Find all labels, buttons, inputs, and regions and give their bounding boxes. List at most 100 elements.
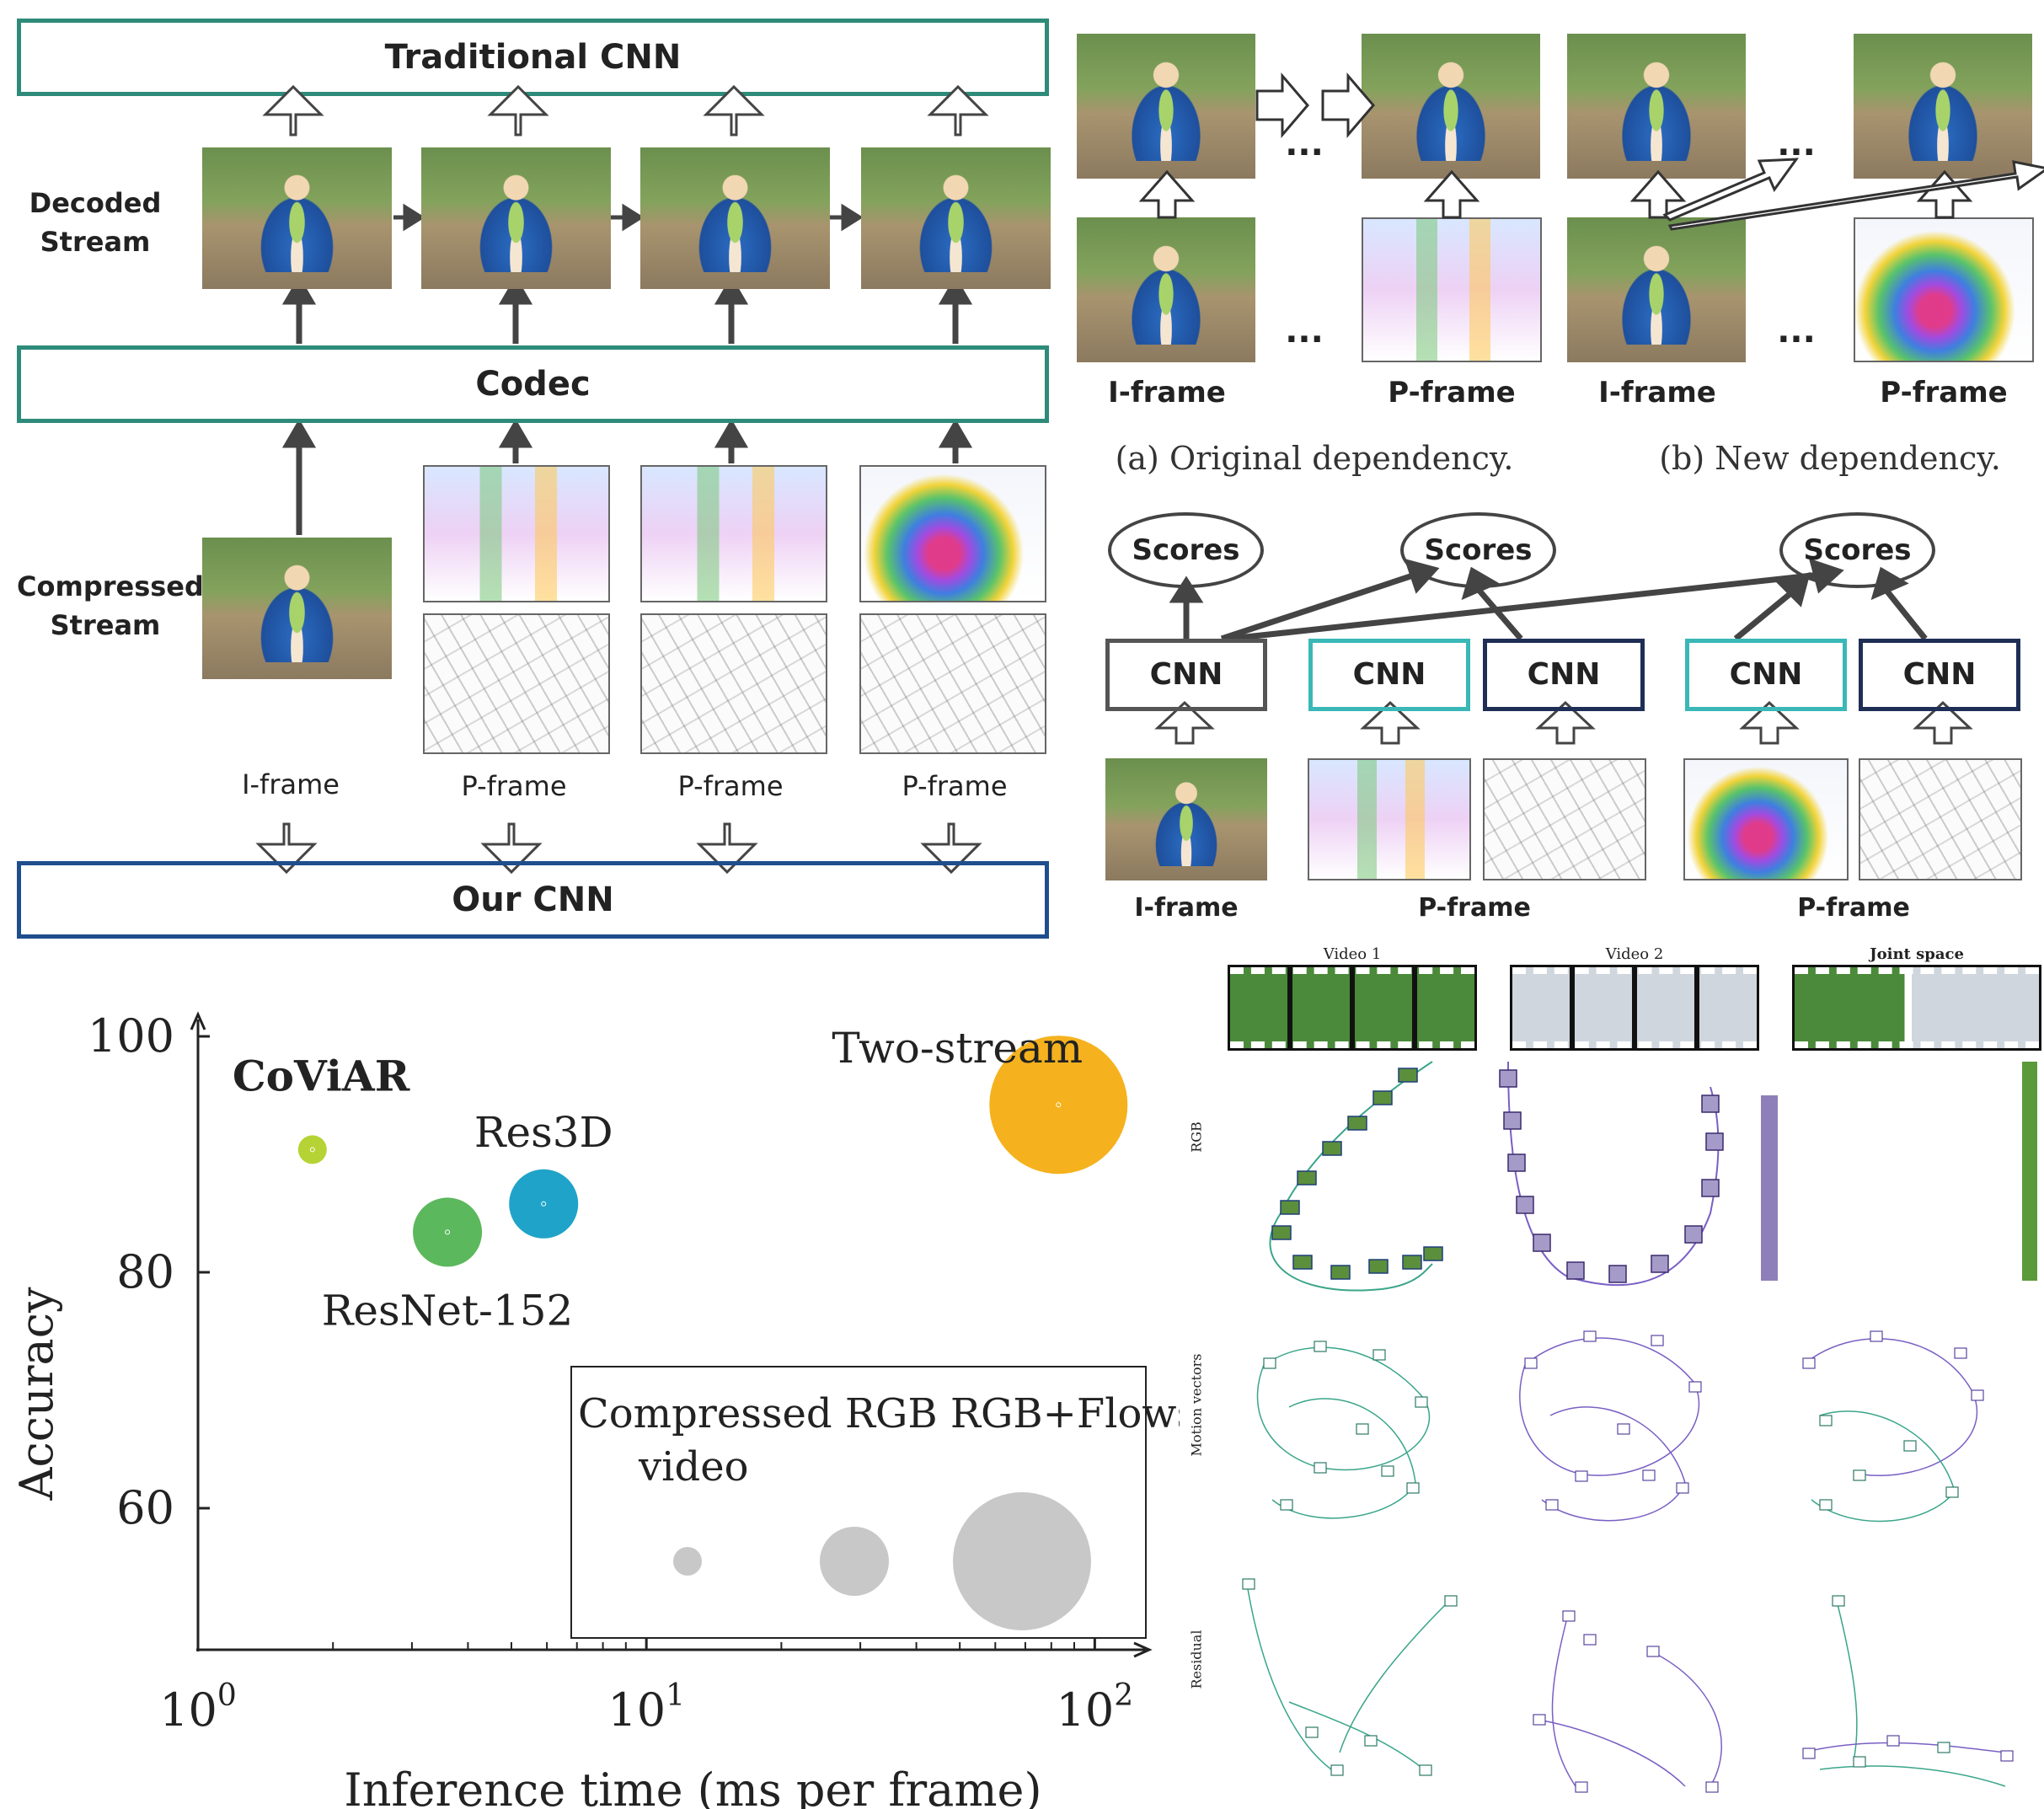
y-tick-label: 80 <box>116 1245 174 1298</box>
c-i-frame <box>1105 758 1267 880</box>
new-top-i-frame <box>1567 34 1746 179</box>
decoded-label-line-2: Stream <box>40 226 151 258</box>
frame-label-p3: P-frame <box>902 770 1008 802</box>
point-label: Two-stream <box>832 1024 1083 1073</box>
y-tick-label: 100 <box>88 1009 174 1062</box>
point-center <box>445 1229 451 1235</box>
scores-ellipse-2: Scores <box>1400 512 1556 588</box>
row-label-motion-vectors: Motion vectors <box>1188 1353 1205 1457</box>
rgb-video1-trajectory <box>1269 1061 1433 1292</box>
hollow-right-arrow <box>1321 72 1375 139</box>
y-axis-arrowhead <box>190 1011 206 1030</box>
point-center <box>541 1201 547 1207</box>
frame-label-i: I-frame <box>242 768 340 800</box>
compressed-stream-label: Compressed Stream <box>17 567 204 645</box>
rgb-joint-right-strip <box>2022 1062 2037 1281</box>
caption-new-dependency: (b) New dependency. <box>1659 440 2001 477</box>
c-label-p-frame-2: P-frame <box>1797 893 1910 923</box>
caption-original-dependency: (a) Original dependency. <box>1115 440 1514 477</box>
decoded-frame-4 <box>861 147 1051 289</box>
point-two-stream <box>989 1036 1128 1175</box>
panel-d-chart: 60 80 100 100 101 102 Inference time (ms per f… <box>0 969 1180 1809</box>
frame-label-p2: P-frame <box>677 770 784 802</box>
c-mv-2 <box>1683 758 1849 880</box>
cnn-box-navy-2: CNN <box>1859 639 2020 711</box>
cnn-box-navy-1: CNN <box>1483 639 1645 711</box>
hollow-up-arrow <box>1535 700 1596 745</box>
hollow-up-arrow <box>927 84 989 136</box>
orig-mv-residual <box>1362 217 1542 362</box>
point-resnet-152 <box>413 1197 483 1267</box>
residual-row <box>1246 1583 2006 1787</box>
hollow-up-arrow <box>1916 169 1973 219</box>
orig-bottom-i-frame <box>1077 217 1255 362</box>
c-res-1 <box>1483 758 1646 880</box>
point-label: CoViAR <box>233 1051 410 1100</box>
new-bottom-i-frame <box>1567 217 1746 362</box>
c-mv-1 <box>1308 758 1471 880</box>
hollow-up-arrow <box>1138 169 1196 219</box>
decoded-label-line-1: Decoded <box>29 187 162 219</box>
col-title-video-2: Video 2 <box>1605 945 1664 963</box>
residual-3 <box>859 613 1046 754</box>
dots-new-top: ... <box>1777 125 1816 163</box>
hollow-down-arrow <box>920 822 982 875</box>
accuracy-vs-time-chart: 60 80 100 100 101 102 Inference time (ms per f… <box>10 1009 1180 1809</box>
b-label-i-frame-2: I-frame <box>1598 376 1716 409</box>
residual-thumbs <box>1242 1578 2014 1793</box>
point-center <box>1056 1102 1062 1108</box>
chart-axes: 60 80 100 100 101 102 Inference time (ms per f… <box>10 1009 1153 1809</box>
decoded-frame-1 <box>202 147 392 289</box>
hollow-down-arrow <box>696 822 758 875</box>
motion-vector-2 <box>640 465 827 602</box>
dots-new-bottom: ... <box>1777 312 1816 351</box>
hollow-up-arrow <box>1423 169 1480 219</box>
compressed-i-frame <box>202 538 392 679</box>
chart-legend: Compressed RGB RGB+Flows video <box>570 1366 1180 1639</box>
filmstrip-video-1 <box>1228 965 1477 1051</box>
our-cnn-box: Our CNN <box>17 861 1049 939</box>
hollow-up-arrow <box>262 84 324 136</box>
hollow-up-arrow <box>703 84 765 136</box>
mv-thumbs <box>1263 1330 1984 1511</box>
hollow-down-arrow <box>480 822 543 875</box>
panel-c-scores: Scores Scores Scores CNN CNN CNN CNN CNN… <box>1095 506 2044 935</box>
point-label: ResNet-152 <box>322 1286 574 1335</box>
codec-box: Codec <box>17 345 1049 423</box>
hollow-up-arrow <box>487 84 549 136</box>
traditional-cnn-box: Traditional CNN <box>17 19 1049 96</box>
hollow-diagonal-arrow <box>1667 160 2044 231</box>
point-label: Res3D <box>474 1108 613 1157</box>
panel-a-arrows <box>255 84 989 875</box>
dots-orig-top: ... <box>1285 125 1324 163</box>
panel-e-embeddings: Video 1 Video 2 Joint space RGB Motion v… <box>1180 944 2044 1809</box>
compressed-label-line-1: Compressed <box>17 570 204 602</box>
c-label-i-frame: I-frame <box>1134 893 1239 923</box>
rgb-video2-trajectory <box>1507 1061 1720 1287</box>
point-center <box>309 1147 315 1153</box>
decoded-frame-3 <box>640 147 830 289</box>
legend-marker-rgb <box>820 1527 889 1596</box>
dots-orig-bottom: ... <box>1285 312 1324 351</box>
hollow-up-arrow <box>1739 700 1800 745</box>
y-tick-label: 60 <box>116 1481 174 1534</box>
b-label-p-frame-2: P-frame <box>1880 376 2008 409</box>
legend-text-line-2: video <box>638 1443 749 1491</box>
cnn-box-gray: CNN <box>1105 639 1267 711</box>
hollow-up-arrow <box>1360 700 1421 745</box>
hollow-right-arrow <box>1255 72 1309 139</box>
decoded-frame-2 <box>421 147 611 289</box>
rgb-video1-thumbs <box>1271 1068 1443 1280</box>
row-label-residual: Residual <box>1188 1630 1205 1689</box>
residual-2 <box>640 613 827 754</box>
orig-top-i-frame <box>1077 34 1255 179</box>
orig-top-p-frame <box>1362 34 1540 179</box>
legend-marker-compressed <box>673 1547 702 1576</box>
legend-text-line-1: Compressed RGB RGB+Flows <box>578 1390 1180 1437</box>
panel-c-graph <box>1154 558 1973 745</box>
col-title-video-1: Video 1 <box>1323 945 1382 963</box>
compressed-label-line-2: Stream <box>50 609 161 641</box>
c-res-2 <box>1859 758 2022 880</box>
residual-1 <box>423 613 610 754</box>
scores-ellipse-1: Scores <box>1108 512 1264 588</box>
